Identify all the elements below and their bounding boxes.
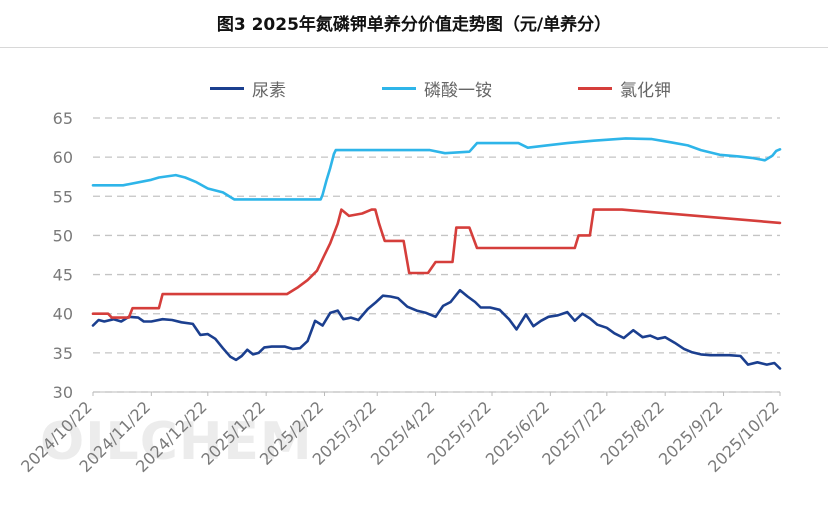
watermark-logo: OILCHEM — [40, 412, 313, 472]
legend-label-map: 磷酸一铵 — [424, 80, 492, 101]
chart-title: 图3 2025年氮磷钾单养分价值走势图（元/单养分） — [216, 14, 612, 35]
legend-swatch-potash — [578, 86, 612, 90]
title-divider — [0, 47, 828, 48]
legend-item-map: 磷酸一铵 — [382, 74, 492, 102]
y-tick-label: 55 — [53, 187, 73, 206]
legend-item-urea: 尿素 — [210, 74, 286, 102]
legend-swatch-urea — [210, 86, 244, 90]
y-tick-label: 40 — [53, 305, 73, 324]
series-line-potash — [91, 208, 782, 319]
series-line-map — [91, 137, 782, 201]
legend-label-urea: 尿素 — [252, 80, 286, 101]
y-tick-label: 65 — [53, 109, 73, 128]
series-line-urea — [91, 288, 782, 370]
y-tick-label: 35 — [53, 344, 73, 363]
y-tick-label: 45 — [53, 266, 73, 285]
y-tick-label: 30 — [53, 383, 73, 402]
y-tick-label: 60 — [53, 148, 73, 167]
legend-label-potash: 氯化钾 — [620, 80, 671, 101]
y-tick-label: 50 — [53, 226, 73, 245]
legend-swatch-map — [382, 86, 416, 90]
legend-item-potash: 氯化钾 — [578, 74, 671, 102]
